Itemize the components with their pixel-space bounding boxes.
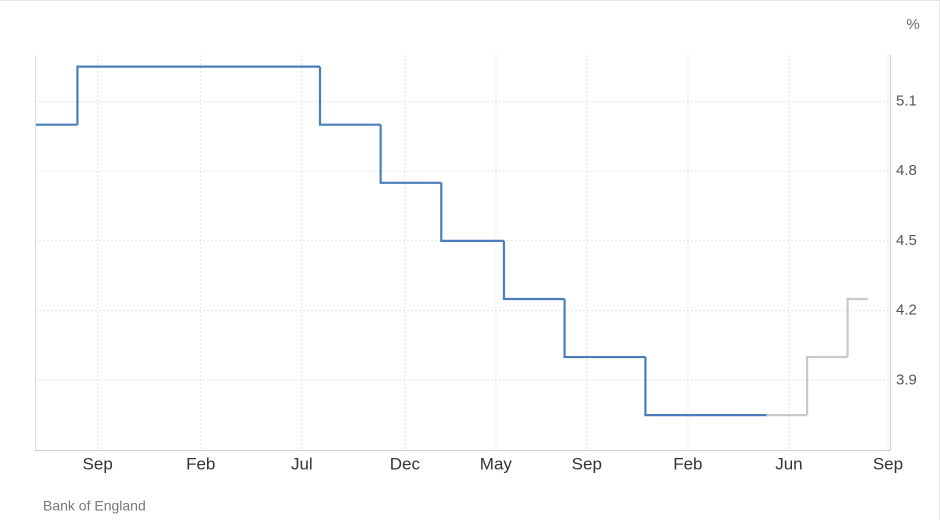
y-tick-label: 4.2 [896,302,917,319]
x-tick-label: Feb [673,454,702,473]
step-segment [644,357,767,417]
x-tick-label: Feb [186,454,215,473]
unit-label: % [906,16,919,33]
step-segment [379,124,442,184]
step-segment [846,297,868,358]
x-tick-label: Sep [572,454,602,473]
y-tick-label: 4.5 [896,232,917,249]
x-tick-label: Sep [83,454,113,473]
x-tick-label: May [480,454,513,473]
step-segment [318,66,381,126]
step-segment [563,298,646,359]
x-tick-label: Jun [775,454,802,473]
step-segment [76,65,320,125]
step-segment [440,182,504,242]
step-segment [806,355,848,416]
source: Bank of England [43,498,146,514]
step-segment [502,240,565,301]
y-tick-label: 5.1 [896,92,917,109]
x-tick-label: Jul [291,454,313,473]
x-tick-label: Dec [390,454,421,473]
y-tick-label: 4.8 [896,162,917,179]
y-tick-label: 3.9 [896,371,917,388]
plot [35,65,868,417]
x-tick-label: Sep [873,454,903,473]
grid [35,55,890,450]
